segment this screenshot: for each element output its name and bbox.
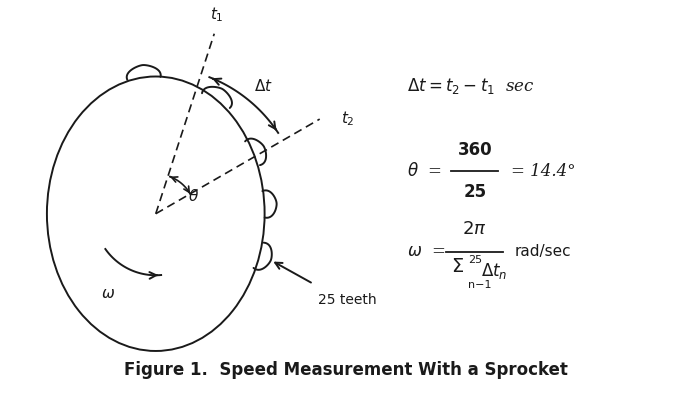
Text: = 14.4°: = 14.4° bbox=[511, 163, 575, 180]
Text: 25: 25 bbox=[463, 184, 486, 202]
Text: $\Delta t$: $\Delta t$ bbox=[254, 78, 273, 94]
Text: 360: 360 bbox=[457, 141, 492, 159]
Text: $\theta$  =: $\theta$ = bbox=[407, 162, 441, 180]
Text: $t_2$: $t_2$ bbox=[340, 110, 354, 129]
Text: n−1: n−1 bbox=[468, 280, 491, 290]
Text: $\omega$: $\omega$ bbox=[102, 287, 116, 301]
Text: $\Delta t = t_2 - t_1$  sec: $\Delta t = t_2 - t_1$ sec bbox=[407, 76, 534, 96]
Text: rad/sec: rad/sec bbox=[514, 244, 571, 259]
Text: $\theta$: $\theta$ bbox=[188, 188, 199, 204]
Text: $\Delta t_n$: $\Delta t_n$ bbox=[482, 261, 508, 281]
Text: $\Sigma$: $\Sigma$ bbox=[451, 258, 464, 276]
Text: $t_1$: $t_1$ bbox=[210, 6, 224, 24]
Text: 25: 25 bbox=[468, 255, 482, 265]
Text: 25 teeth: 25 teeth bbox=[318, 293, 376, 307]
Text: Figure 1.  Speed Measurement With a Sprocket: Figure 1. Speed Measurement With a Sproc… bbox=[124, 361, 568, 379]
Text: $\omega$  =: $\omega$ = bbox=[407, 243, 445, 260]
Text: $2\pi$: $2\pi$ bbox=[462, 220, 487, 238]
